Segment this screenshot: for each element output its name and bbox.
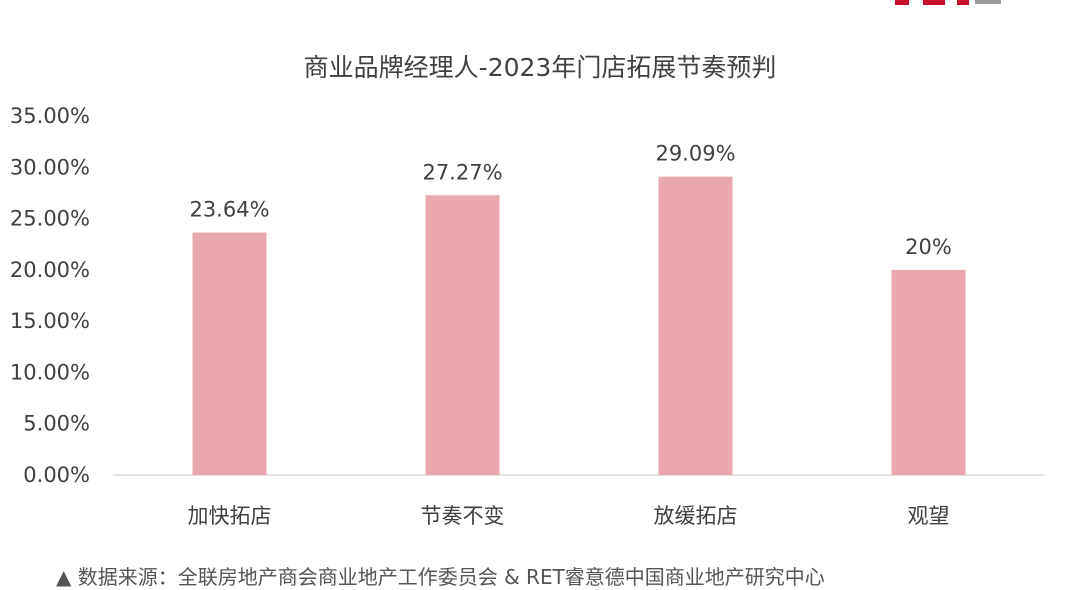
bar [425, 195, 500, 475]
category-labels: 加快拓店 节奏不变 放缓拓店 观望 [188, 504, 950, 528]
bar [658, 176, 733, 475]
bar [891, 269, 966, 475]
y-axis-ticks: 0.00% 5.00% 10.00% 15.00% 20.00% 25.00% 30.00%… [10, 104, 90, 487]
category-label: 放缓拓店 [654, 504, 738, 528]
chart-title: 商业品牌经理人-2023年门店拓展节奏预判 [303, 53, 777, 82]
y-tick-label: 15.00% [10, 309, 90, 333]
source-note: ▲ 数据来源：全联房地产商会商业地产工作委员会 & RET睿意德中国商业地产研究… [56, 565, 825, 589]
logo-fragment [895, 0, 1005, 6]
bar [192, 232, 267, 475]
data-label: 27.27% [422, 160, 502, 184]
data-label: 29.09% [655, 142, 735, 166]
y-tick-label: 20.00% [10, 258, 90, 282]
data-label: 23.64% [189, 198, 269, 222]
category-label: 观望 [908, 504, 950, 528]
y-tick-label: 10.00% [10, 360, 90, 384]
data-label: 20% [905, 235, 952, 259]
bars [192, 176, 966, 475]
y-tick-label: 25.00% [10, 207, 90, 231]
category-label: 加快拓店 [188, 504, 272, 528]
y-tick-label: 30.00% [10, 155, 90, 179]
y-tick-label: 0.00% [23, 463, 90, 487]
data-labels: 23.64% 27.27% 29.09% 20% [189, 142, 951, 259]
y-tick-label: 35.00% [10, 104, 90, 128]
y-tick-label: 5.00% [23, 412, 90, 436]
category-label: 节奏不变 [421, 504, 505, 528]
